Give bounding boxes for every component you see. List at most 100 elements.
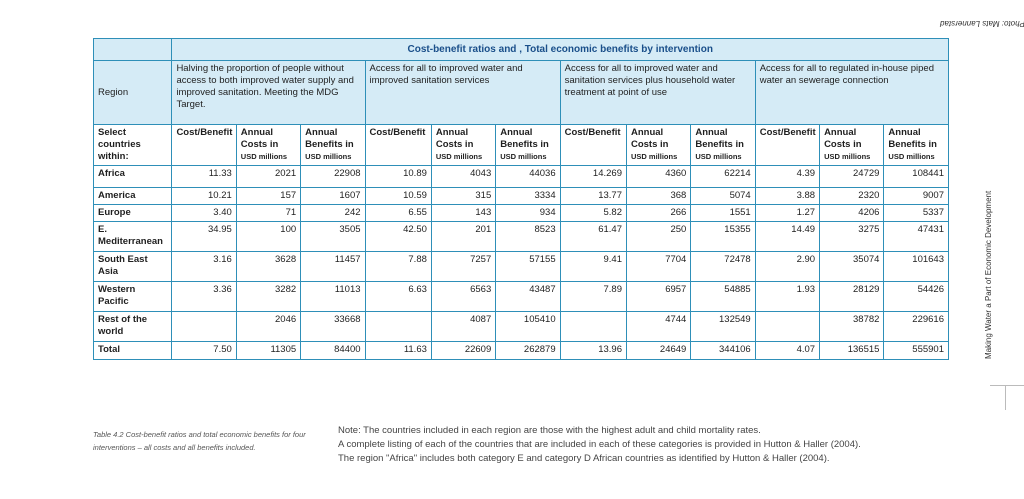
value-cell: 8523	[495, 221, 561, 252]
value-cell: 54885	[690, 281, 756, 312]
value-cell: 7.50	[171, 341, 237, 360]
col-header-label: Annual Benefits in	[500, 127, 549, 150]
value-cell: 344106	[690, 341, 756, 360]
value-cell: 42.50	[364, 221, 432, 252]
value-cell	[171, 311, 237, 342]
value-cell: 3334	[495, 187, 561, 205]
value-cell: 13.77	[559, 187, 627, 205]
value-cell: 101643	[883, 251, 949, 282]
col-header-annual-benefits: Annual Benefits in USD millions	[883, 124, 949, 166]
value-cell: 3.88	[754, 187, 821, 205]
value-cell: 1607	[300, 187, 366, 205]
col-header-label: Annual Benefits in	[695, 127, 744, 150]
col-header-cost-benefit: Cost/Benefit	[559, 124, 627, 166]
unit-label: USD millions	[695, 152, 742, 161]
value-cell: 4087	[430, 311, 497, 342]
intervention-header: Access for all to regulated in-house pip…	[754, 60, 950, 125]
value-cell: 315	[430, 187, 497, 205]
value-cell: 13.96	[559, 341, 627, 360]
corner-cell	[92, 38, 173, 61]
value-cell: 57155	[495, 251, 561, 282]
value-cell: 143	[430, 204, 497, 222]
value-cell: 6957	[625, 281, 692, 312]
value-cell: 229616	[883, 311, 949, 342]
value-cell: 11457	[300, 251, 366, 282]
unit-label: USD millions	[630, 152, 678, 161]
note-line: Note: The countries included in each reg…	[338, 425, 761, 436]
region-cell: South East Asia	[92, 251, 173, 282]
value-cell: 71	[235, 204, 302, 222]
note-line: A complete listing of each of the countr…	[338, 439, 861, 450]
table-row: South East Asia 3.16 3628 11457 7.88 7257 5715…	[92, 251, 949, 282]
table-row: Total 7.50 11305 84400 11.63 22609 262879 13.96…	[92, 341, 949, 360]
value-cell: 44036	[495, 165, 561, 188]
col-header-annual-costs: Annual Costs in USD millions	[819, 124, 885, 166]
value-cell: 28129	[819, 281, 885, 312]
col-header-cost-benefit: Cost/Benefit	[171, 124, 237, 166]
value-cell: 47431	[883, 221, 949, 252]
value-cell: 11.63	[364, 341, 432, 360]
value-cell: 6.63	[364, 281, 432, 312]
unit-label: USD millions	[435, 152, 483, 161]
side-caption: Making Water a Part of Economic Developm…	[984, 190, 993, 360]
table-row: E. Mediterranean 34.95 100 3505 42.50 201 8523…	[92, 221, 949, 252]
select-label: Select countries within:	[92, 124, 173, 166]
col-header-cost-benefit: Cost/Benefit	[754, 124, 821, 166]
unit-label: USD millions	[240, 152, 288, 161]
unit-label: USD millions	[824, 152, 871, 161]
value-cell: 2046	[235, 311, 302, 342]
value-cell: 84400	[300, 341, 366, 360]
value-cell: 4.39	[754, 165, 821, 188]
cost-benefit-table: Cost-benefit ratios and , Total economic…	[92, 38, 950, 360]
value-cell: 250	[625, 221, 692, 252]
value-cell: 38782	[819, 311, 885, 342]
value-cell: 7.89	[559, 281, 627, 312]
col-header-label: Annual Costs in	[435, 127, 474, 150]
value-cell: 10.89	[364, 165, 432, 188]
value-cell: 14.269	[559, 165, 627, 188]
note-line: The region "Africa" includes both catego…	[338, 453, 830, 464]
col-header-cost-benefit: Cost/Benefit	[364, 124, 432, 166]
value-cell: 136515	[819, 341, 885, 360]
value-cell: 105410	[495, 311, 561, 342]
col-header-annual-benefits: Annual Benefits in USD millions	[690, 124, 756, 166]
value-cell: 4744	[625, 311, 692, 342]
value-cell	[754, 311, 821, 342]
col-header-label: Annual Benefits in	[305, 127, 354, 150]
value-cell: 3.16	[171, 251, 237, 282]
value-cell: 2021	[235, 165, 302, 188]
value-cell: 5337	[883, 204, 949, 222]
value-cell: 4.07	[754, 341, 821, 360]
value-cell: 1.93	[754, 281, 821, 312]
value-cell	[559, 311, 627, 342]
value-cell: 22609	[430, 341, 497, 360]
column-header-row: Select countries within: Cost/Benefit Ann…	[92, 124, 949, 166]
intervention-header: Access for all to improved water and san…	[559, 60, 756, 125]
value-cell: 5074	[690, 187, 756, 205]
unit-label: USD millions	[888, 152, 935, 161]
value-cell: 14.49	[754, 221, 821, 252]
col-header-annual-costs: Annual Costs in USD millions	[430, 124, 497, 166]
col-header-label: Annual Costs in	[630, 127, 669, 150]
value-cell: 3628	[235, 251, 302, 282]
value-cell: 3.40	[171, 204, 237, 222]
photo-credit: Photo: Mats Lannerstad	[940, 19, 1024, 28]
value-cell: 9007	[883, 187, 949, 205]
region-cell: Europe	[92, 204, 173, 222]
value-cell: 15355	[690, 221, 756, 252]
value-cell: 62214	[690, 165, 756, 188]
unit-label: USD millions	[305, 152, 352, 161]
value-cell: 6563	[430, 281, 497, 312]
value-cell: 1551	[690, 204, 756, 222]
value-cell: 2.90	[754, 251, 821, 282]
region-cell: E. Mediterranean	[92, 221, 173, 252]
value-cell: 242	[300, 204, 366, 222]
notes: Note: The countries included in each reg…	[338, 424, 978, 466]
value-cell: 5.82	[559, 204, 627, 222]
value-cell: 368	[625, 187, 692, 205]
value-cell: 34.95	[171, 221, 237, 252]
value-cell: 157	[235, 187, 302, 205]
intervention-header: Access for all to improved water and imp…	[364, 60, 561, 125]
intervention-header: Halving the proportion of people without…	[171, 60, 366, 125]
region-cell: America	[92, 187, 173, 205]
